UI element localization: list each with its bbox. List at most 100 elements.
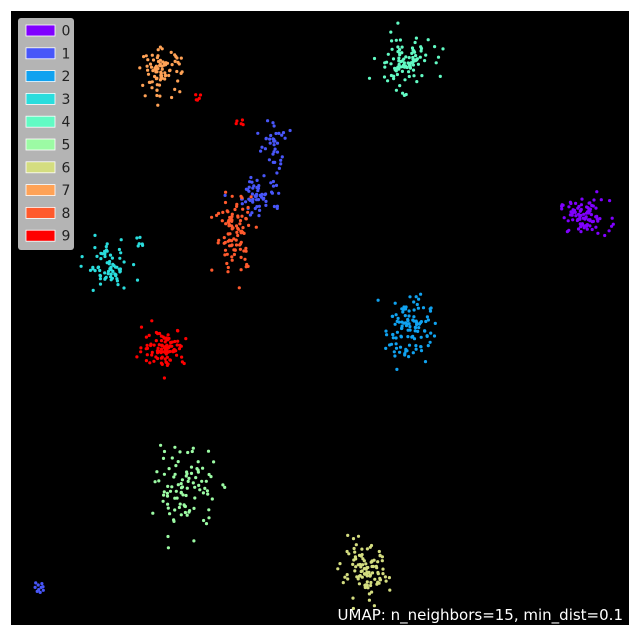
- point-class-2: [407, 343, 412, 347]
- point-class-6: [365, 583, 369, 587]
- point-class-0: [574, 214, 578, 218]
- point-class-5: [165, 491, 169, 495]
- point-class-9: [150, 350, 154, 354]
- point-class-6: [378, 576, 382, 580]
- point-class-1: [269, 181, 273, 185]
- point-class-7: [153, 66, 157, 70]
- point-class-5: [175, 496, 179, 500]
- point-class-5: [191, 481, 195, 485]
- point-class-0: [575, 218, 580, 223]
- point-class-3: [103, 252, 107, 256]
- point-class-1: [272, 150, 276, 154]
- point-class-3: [119, 251, 123, 255]
- point-class-5: [162, 449, 167, 454]
- point-class-3: [104, 245, 108, 249]
- point-class-2: [416, 329, 420, 333]
- point-class-5: [173, 508, 177, 512]
- point-class-4: [420, 74, 424, 78]
- point-class-3: [99, 257, 103, 261]
- point-class-6: [338, 562, 342, 566]
- point-class-9: [195, 98, 200, 102]
- point-class-7: [159, 70, 163, 74]
- point-class-5: [187, 510, 191, 514]
- point-class-4: [403, 78, 407, 82]
- point-class-2: [416, 306, 420, 310]
- point-class-2: [376, 298, 380, 302]
- point-class-1: [255, 178, 259, 182]
- point-class-2: [395, 319, 399, 323]
- point-class-3: [118, 256, 122, 260]
- point-class-7: [156, 48, 160, 52]
- point-class-5: [168, 489, 173, 493]
- point-class-6: [356, 534, 361, 538]
- point-class-2: [414, 347, 418, 351]
- point-class-9: [166, 338, 170, 342]
- point-class-0: [607, 229, 611, 233]
- point-class-1: [279, 162, 283, 166]
- point-class-1: [262, 174, 266, 178]
- point-class-5: [181, 493, 185, 497]
- point-class-4: [402, 61, 406, 65]
- point-class-8: [241, 226, 245, 230]
- point-class-9: [144, 359, 148, 363]
- point-class-8: [229, 217, 233, 221]
- point-class-2: [411, 334, 415, 338]
- point-class-3: [135, 236, 139, 240]
- point-class-2: [407, 355, 411, 359]
- point-class-9: [194, 93, 198, 97]
- point-class-8: [230, 194, 234, 198]
- point-class-5: [180, 478, 184, 482]
- point-class-7: [163, 71, 167, 75]
- point-class-8: [225, 209, 229, 213]
- point-class-8: [234, 224, 239, 228]
- point-class-7: [158, 45, 162, 49]
- point-class-1: [281, 131, 286, 135]
- point-class-4: [408, 66, 412, 70]
- point-class-5: [185, 513, 189, 517]
- legend-label-3: 3: [62, 92, 71, 108]
- point-class-2: [432, 334, 437, 338]
- point-class-3: [138, 235, 142, 239]
- point-class-9: [175, 343, 179, 347]
- point-class-7: [158, 94, 162, 98]
- point-class-3: [141, 243, 145, 247]
- point-class-1: [251, 197, 255, 201]
- point-class-8: [210, 268, 214, 272]
- point-class-7: [153, 74, 157, 79]
- point-class-9: [160, 343, 164, 347]
- series-7: [138, 45, 184, 107]
- point-class-9: [147, 333, 151, 337]
- point-class-8: [243, 257, 247, 261]
- point-class-2: [398, 350, 402, 354]
- point-class-0: [562, 216, 566, 220]
- point-class-9: [150, 353, 154, 357]
- point-class-5: [167, 467, 171, 471]
- point-class-9: [168, 344, 172, 348]
- point-class-2: [403, 314, 407, 318]
- point-class-2: [414, 344, 418, 348]
- point-class-3: [137, 242, 141, 246]
- point-class-0: [595, 214, 599, 218]
- point-class-6: [378, 553, 382, 557]
- point-class-6: [359, 565, 363, 569]
- point-class-5: [192, 539, 196, 543]
- point-class-8: [239, 255, 243, 259]
- point-class-1: [277, 131, 281, 135]
- points-layer: [33, 21, 615, 611]
- series-3: [79, 233, 145, 292]
- legend-swatch-7: [25, 184, 56, 197]
- point-class-5: [151, 511, 155, 515]
- point-class-9: [154, 339, 158, 343]
- point-class-8: [220, 219, 224, 223]
- point-class-5: [165, 494, 170, 498]
- point-class-8: [244, 216, 248, 221]
- point-class-4: [419, 46, 424, 51]
- point-class-1: [275, 171, 279, 175]
- point-class-9: [176, 339, 180, 343]
- point-class-9: [156, 350, 160, 354]
- point-class-6: [367, 592, 371, 596]
- point-class-8: [232, 237, 236, 241]
- point-class-5: [180, 485, 185, 489]
- point-class-4: [385, 60, 389, 64]
- point-class-4: [406, 61, 410, 65]
